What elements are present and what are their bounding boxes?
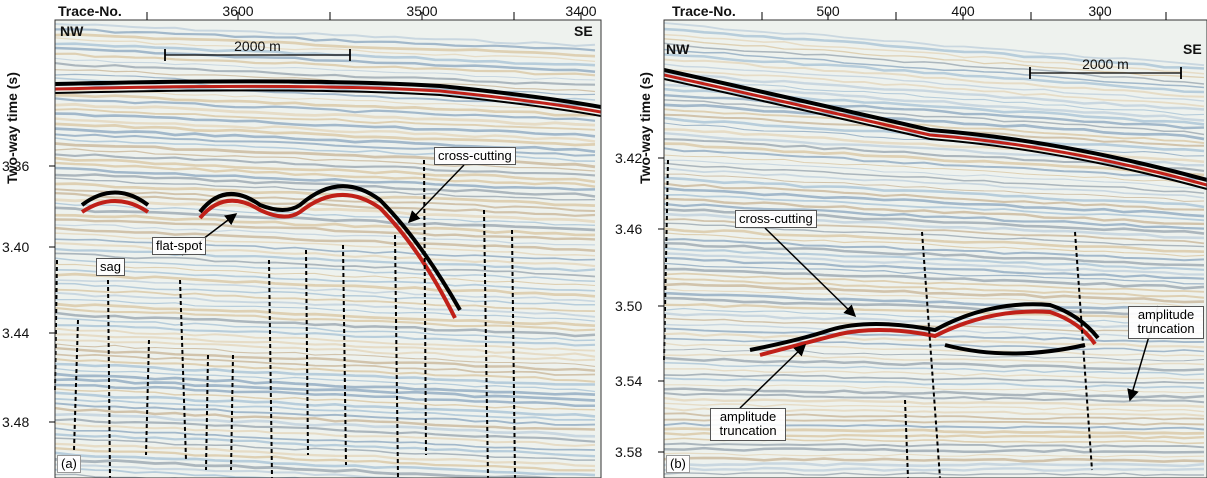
y-tick-label: 3.46 [615,222,642,236]
annotation: cross-cutting [735,210,817,228]
direction-right: SE [574,24,593,38]
y-tick-label: 3.40 [2,240,29,254]
y-tick-label: 3.48 [2,415,29,429]
direction-right: SE [1183,42,1202,56]
x-tick-label: 3400 [565,4,596,18]
y-tick-label: 3.36 [2,159,29,173]
y-tick-label: 3.42 [615,151,642,165]
annotation: amplitude truncation [710,408,786,441]
x-axis-title: Trace-No. [672,4,736,18]
x-tick-label: 3500 [406,4,437,18]
x-tick-label: 300 [1088,4,1111,18]
annotation: flat-spot [152,237,206,255]
scale-label: 2000 m [234,39,281,53]
y-tick-label: 3.58 [615,445,642,459]
x-tick-label: 3600 [222,4,253,18]
x-tick-label: 400 [951,4,974,18]
annotation: cross-cutting [434,147,516,165]
x-tick-label: 500 [816,4,839,18]
panel-label: (a) [57,455,81,473]
y-tick-label: 3.54 [615,374,642,388]
annotation: sag [96,258,125,276]
direction-left: NW [60,24,83,38]
page: (() => { const data = JSON.parse(documen… [0,0,1207,478]
annotation: amplitude truncation [1128,306,1204,339]
y-axis-title: Two-way time (s) [638,72,652,184]
x-axis-title: Trace-No. [58,4,122,18]
panel-label: (b) [666,455,690,473]
y-tick-label: 3.50 [615,299,642,313]
y-tick-label: 3.44 [2,326,29,340]
scale-label: 2000 m [1082,57,1129,71]
direction-left: NW [666,42,689,56]
